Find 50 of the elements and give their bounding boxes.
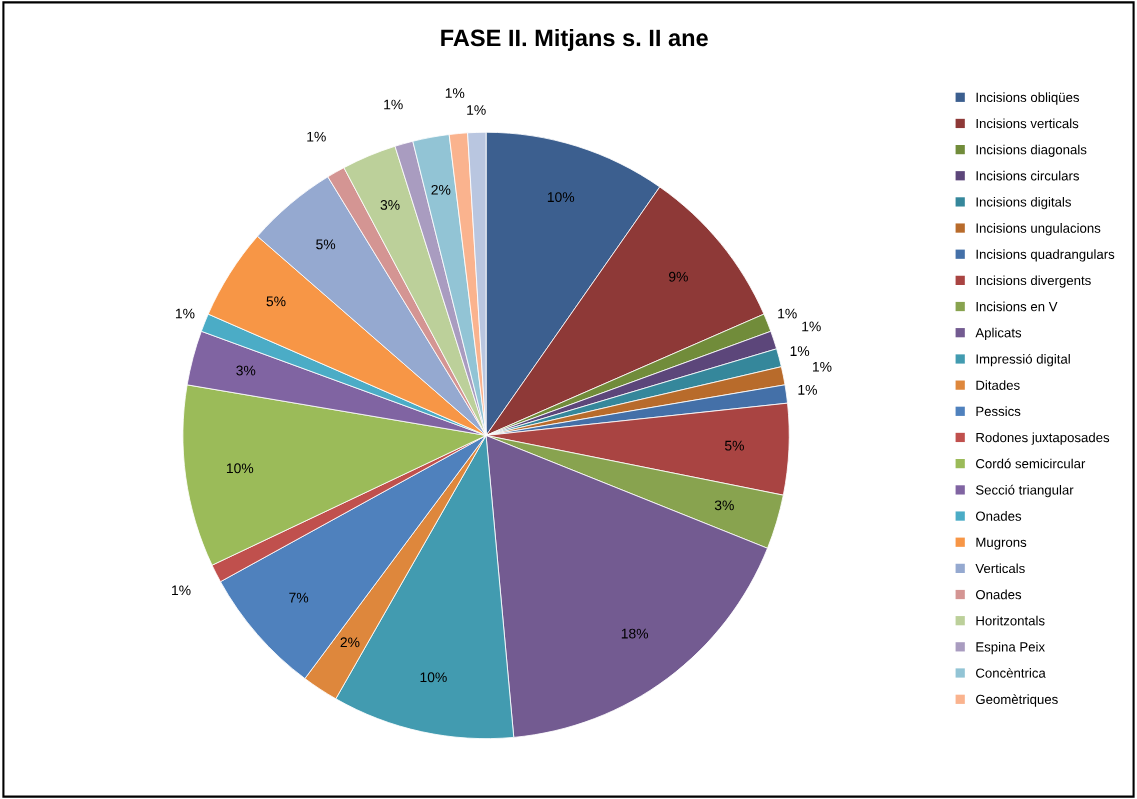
legend-label: Secció triangular bbox=[975, 484, 1074, 498]
data-label: 2% bbox=[431, 184, 451, 195]
data-label: 1% bbox=[812, 361, 832, 372]
data-label: 7% bbox=[289, 592, 309, 603]
legend-label: Cordó semicircular bbox=[976, 458, 1086, 469]
legend-label: Aplicats bbox=[975, 327, 1022, 341]
legend-label: Verticals bbox=[975, 563, 1025, 574]
data-label: 3% bbox=[380, 200, 400, 210]
chart-title: FASE II. Mitjans s. II ane bbox=[441, 28, 708, 51]
legend-label: Horitzontals bbox=[976, 615, 1045, 626]
data-label: 10% bbox=[226, 463, 254, 474]
data-label: 1% bbox=[467, 105, 486, 115]
data-label: 1% bbox=[172, 585, 191, 596]
legend-label: Incisions verticals bbox=[976, 118, 1079, 129]
legend-label: Pessics bbox=[976, 406, 1021, 417]
data-label: 1% bbox=[384, 99, 403, 110]
legend-label: Rodones juxtaposades bbox=[976, 432, 1110, 445]
legend-label: Incisions obliqües bbox=[976, 92, 1080, 105]
legend-label: Impressió digital bbox=[976, 353, 1070, 367]
legend-label: Mugrons bbox=[976, 537, 1027, 550]
legend-label: Incisions quadrangulars bbox=[976, 249, 1115, 262]
legend-label: Espina Peix bbox=[976, 641, 1045, 655]
data-label: 1% bbox=[175, 308, 195, 319]
legend-label: Incisions en V bbox=[976, 301, 1058, 312]
data-label: 3% bbox=[714, 500, 734, 511]
legend-label: Incisions digitals bbox=[976, 196, 1071, 210]
data-label: 1% bbox=[778, 308, 797, 319]
data-label: 2% bbox=[340, 637, 360, 648]
data-label: 1% bbox=[790, 346, 810, 356]
data-label: 5% bbox=[316, 239, 336, 250]
legend-label: Incisions divergents bbox=[976, 275, 1091, 288]
data-label: 10% bbox=[547, 192, 575, 203]
legend-label: Incisions circulars bbox=[976, 170, 1080, 181]
legend-label: Incisions diagonals bbox=[976, 144, 1087, 157]
data-label: 3% bbox=[236, 365, 256, 376]
data-label: 5% bbox=[266, 296, 286, 307]
data-label: 9% bbox=[669, 271, 688, 282]
data-label: 1% bbox=[445, 88, 465, 98]
legend-label: Ditades bbox=[976, 380, 1020, 390]
data-label: 1% bbox=[307, 131, 326, 142]
legend-label: Onades bbox=[976, 589, 1022, 600]
legend-label: Geomètriques bbox=[976, 694, 1058, 707]
data-label: 18% bbox=[621, 628, 649, 639]
data-label: 5% bbox=[724, 440, 744, 451]
legend-label: Concèntrica bbox=[976, 667, 1046, 678]
legend-label: Incisions ungulacions bbox=[976, 223, 1101, 236]
data-label: 10% bbox=[420, 672, 447, 683]
data-label: 1% bbox=[798, 385, 817, 395]
data-label: 1% bbox=[802, 321, 821, 332]
legend-label: Onades bbox=[976, 511, 1022, 521]
